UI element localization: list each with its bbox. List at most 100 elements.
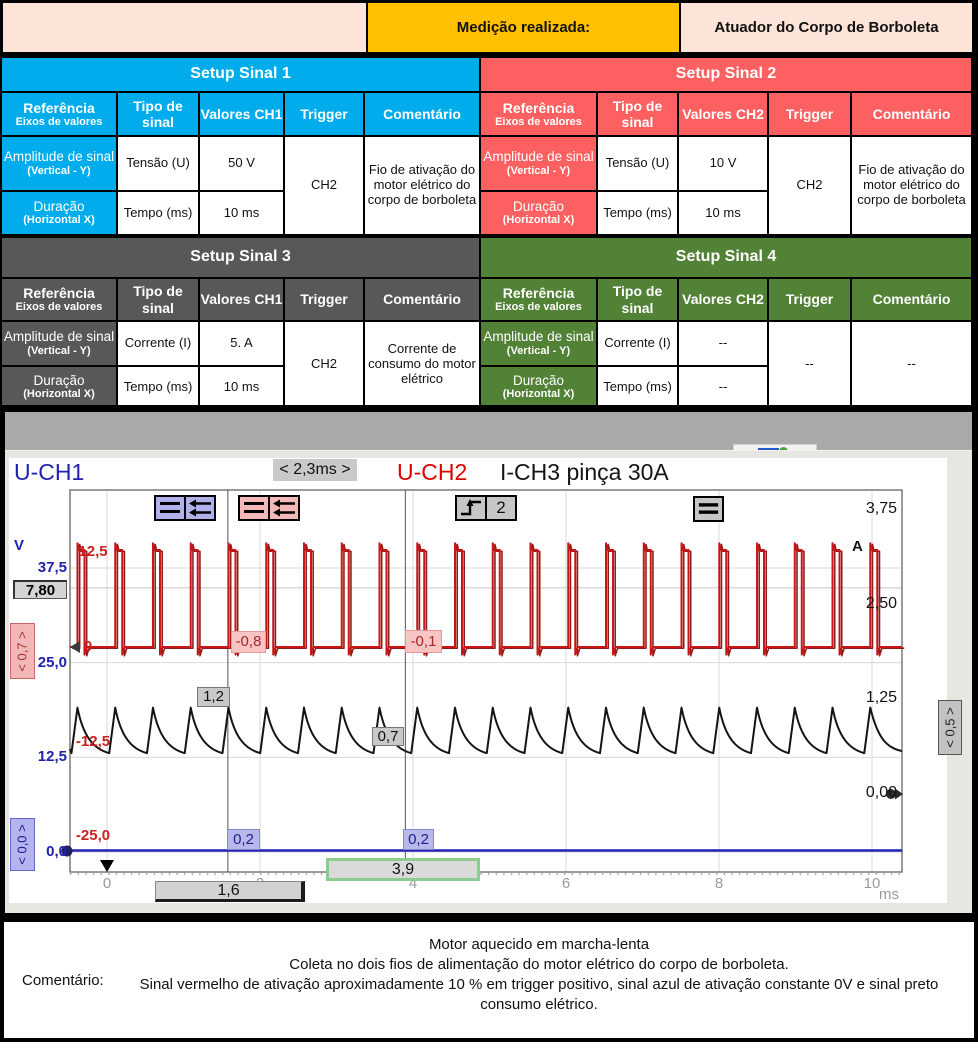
table1-title: Setup Sinal 1: [2, 58, 479, 91]
cursor-value-box[interactable]: -0,1: [405, 630, 442, 653]
scope-plot-canvas: [9, 458, 947, 903]
time-cursor-1-box[interactable]: 1,6: [155, 881, 305, 902]
comment-text: Motor aquecido em marcha-lenta Coleta no …: [104, 935, 974, 1015]
trigger-control-icon[interactable]: 2: [455, 495, 517, 521]
duracao-sub-label: (Horizontal X): [23, 214, 95, 227]
lines-icon: [698, 503, 719, 514]
red-axis-label: 12,5: [78, 543, 108, 561]
ch1-control-icon-left: [156, 497, 184, 519]
table3-comment: Corrente de consumo do motor elétrico: [365, 322, 479, 407]
table4-col-comentario: Comentário: [852, 279, 971, 320]
right-axis-label: 0,00: [865, 784, 897, 801]
table4-col-trigger: Trigger: [769, 279, 850, 320]
ch3-control-icon[interactable]: [693, 496, 724, 522]
table1-col-tipo: Tipo de sinal: [118, 93, 198, 135]
amplitude-label: Amplitude de sinal: [483, 149, 594, 165]
table2-comment: Fio de ativação do motor elétrico do cor…: [852, 137, 971, 234]
ch2-control-icon[interactable]: [238, 495, 300, 521]
ch2-control-icon-left: [240, 497, 268, 519]
setup-table-2: Setup Sinal 2 Referência Eixos de valore…: [479, 55, 978, 235]
table3-row-duracao: Duração (Horizontal X): [2, 367, 116, 407]
table2-amp-type: Tensão (U): [598, 137, 677, 190]
cursor-value-box[interactable]: 0,2: [227, 829, 260, 850]
duracao-sub-label: (Horizontal X): [502, 214, 575, 227]
ch2-control-icon-right: [268, 497, 298, 519]
amplitude-label: Amplitude de sinal: [483, 329, 594, 345]
amplitude-sub-label: (Vertical - Y): [506, 164, 571, 177]
table4-amp-value: --: [679, 322, 767, 365]
header-blank-cell: [3, 3, 366, 52]
comment-line: Sinal vermelho de ativação aproximadamen…: [139, 976, 939, 993]
table1-col-valores: Valores CH1: [200, 93, 283, 135]
right-axis-label: 2,50: [865, 594, 897, 612]
gray-offset-tag[interactable]: < 0,5 >: [938, 700, 962, 755]
amplitude-sub-label: (Vertical - Y): [506, 344, 571, 357]
scope-title-ch2: U-CH2: [397, 459, 468, 485]
trigger-channel-digit: 2: [496, 498, 506, 517]
table1-dur-type: Tempo (ms): [118, 192, 198, 234]
time-cursor-2-box[interactable]: 3,9: [326, 858, 480, 881]
table1-amp-type: Tensão (U): [118, 137, 198, 190]
x-tick-label: 8: [714, 875, 724, 892]
cursor-delta-time-box[interactable]: < 2,3ms >: [273, 459, 357, 481]
table3-col-trigger: Trigger: [285, 279, 363, 320]
table3-amp-value: 5. A: [200, 322, 283, 365]
amplitude-sub-label: (Vertical - Y): [27, 344, 91, 357]
cursor-value-box[interactable]: 0,7: [372, 727, 404, 746]
table2-col-tipo: Tipo de sinal: [598, 93, 677, 135]
col-eixos-label: Eixos de valores: [495, 301, 582, 314]
scope-title-ch3: I-CH3 pinça 30A: [500, 459, 669, 485]
table2-col-valores: Valores CH2: [679, 93, 767, 135]
table4-col-referencia: Referência Eixos de valores: [481, 279, 596, 320]
col-eixos-label: Eixos de valores: [495, 115, 582, 128]
duracao-label: Duração: [512, 372, 565, 388]
blue-channel-marker: [61, 845, 73, 857]
amplitude-sub-label: (Vertical - Y): [27, 164, 91, 177]
comment-section: Comentário: Motor aquecido em marcha-len…: [0, 918, 978, 1042]
trigger-control-icon-left: [457, 497, 485, 519]
table4-amp-type: Corrente (I): [598, 322, 677, 365]
report-header-row: Medição realizada: Atuador do Corpo de B…: [0, 0, 978, 55]
cursor-value-box[interactable]: -0,8: [231, 631, 266, 653]
duracao-label: Duração: [33, 198, 85, 214]
blue-offset-tag-label: < 0,0 >: [15, 824, 31, 865]
setup-table-3: Setup Sinal 3 Referência Eixos de valore…: [0, 235, 481, 408]
scope-title-ch1: U-CH1: [14, 459, 85, 485]
waveform-ch3-black: [69, 706, 903, 755]
table2-amp-value: 10 V: [679, 137, 767, 190]
table3-row-amplitude: Amplitude de sinal (Vertical - Y): [2, 322, 116, 365]
table4-title: Setup Sinal 4: [481, 238, 971, 277]
table2-title: Setup Sinal 2: [481, 58, 971, 91]
x-tick-label: 10: [863, 875, 881, 892]
lines-icon: [160, 502, 180, 513]
table1-comment: Fio de ativação do motor elétrico do cor…: [365, 137, 479, 234]
table2-trigger-value: CH2: [769, 137, 850, 234]
right-axis-unit: A: [852, 538, 863, 555]
black-zero-arrow: [895, 788, 903, 800]
table3-col-referencia: Referência Eixos de valores: [2, 279, 116, 320]
cursor-value-box[interactable]: 1,2: [197, 687, 230, 707]
cursor-value-box[interactable]: 0,2: [403, 829, 434, 850]
table4-row-duracao: Duração (Horizontal X): [481, 367, 596, 407]
waveform-ch2-red: [70, 542, 902, 656]
right-axis-label: 3,75: [865, 499, 897, 517]
red-offset-tag[interactable]: < 0,7 >: [10, 623, 35, 679]
table4-row-amplitude: Amplitude de sinal (Vertical - Y): [481, 322, 596, 365]
table3-col-tipo: Tipo de sinal: [118, 279, 198, 320]
amplitude-label: Amplitude de sinal: [3, 329, 115, 345]
left-axis-label: 12,5: [37, 748, 67, 766]
duracao-label: Duração: [512, 198, 565, 214]
blue-offset-tag[interactable]: < 0,0 >: [10, 818, 35, 871]
setup-table-1: Setup Sinal 1 Referência Eixos de valore…: [0, 55, 481, 235]
right-axis-label: 1,25: [865, 689, 897, 707]
red-axis-label: 0: [83, 638, 93, 655]
red-axis-label: -25,0: [75, 827, 111, 845]
h-ruler-value-box[interactable]: 7,80: [13, 580, 67, 599]
ch1-control-icon[interactable]: [154, 495, 216, 521]
table4-trigger-value: --: [769, 322, 850, 407]
table3-dur-type: Tempo (ms): [118, 367, 198, 407]
table1-dur-value: 10 ms: [200, 192, 283, 234]
left-arrows-icon: [273, 499, 295, 517]
header-device-name: Atuador do Corpo de Borboleta: [681, 3, 972, 52]
